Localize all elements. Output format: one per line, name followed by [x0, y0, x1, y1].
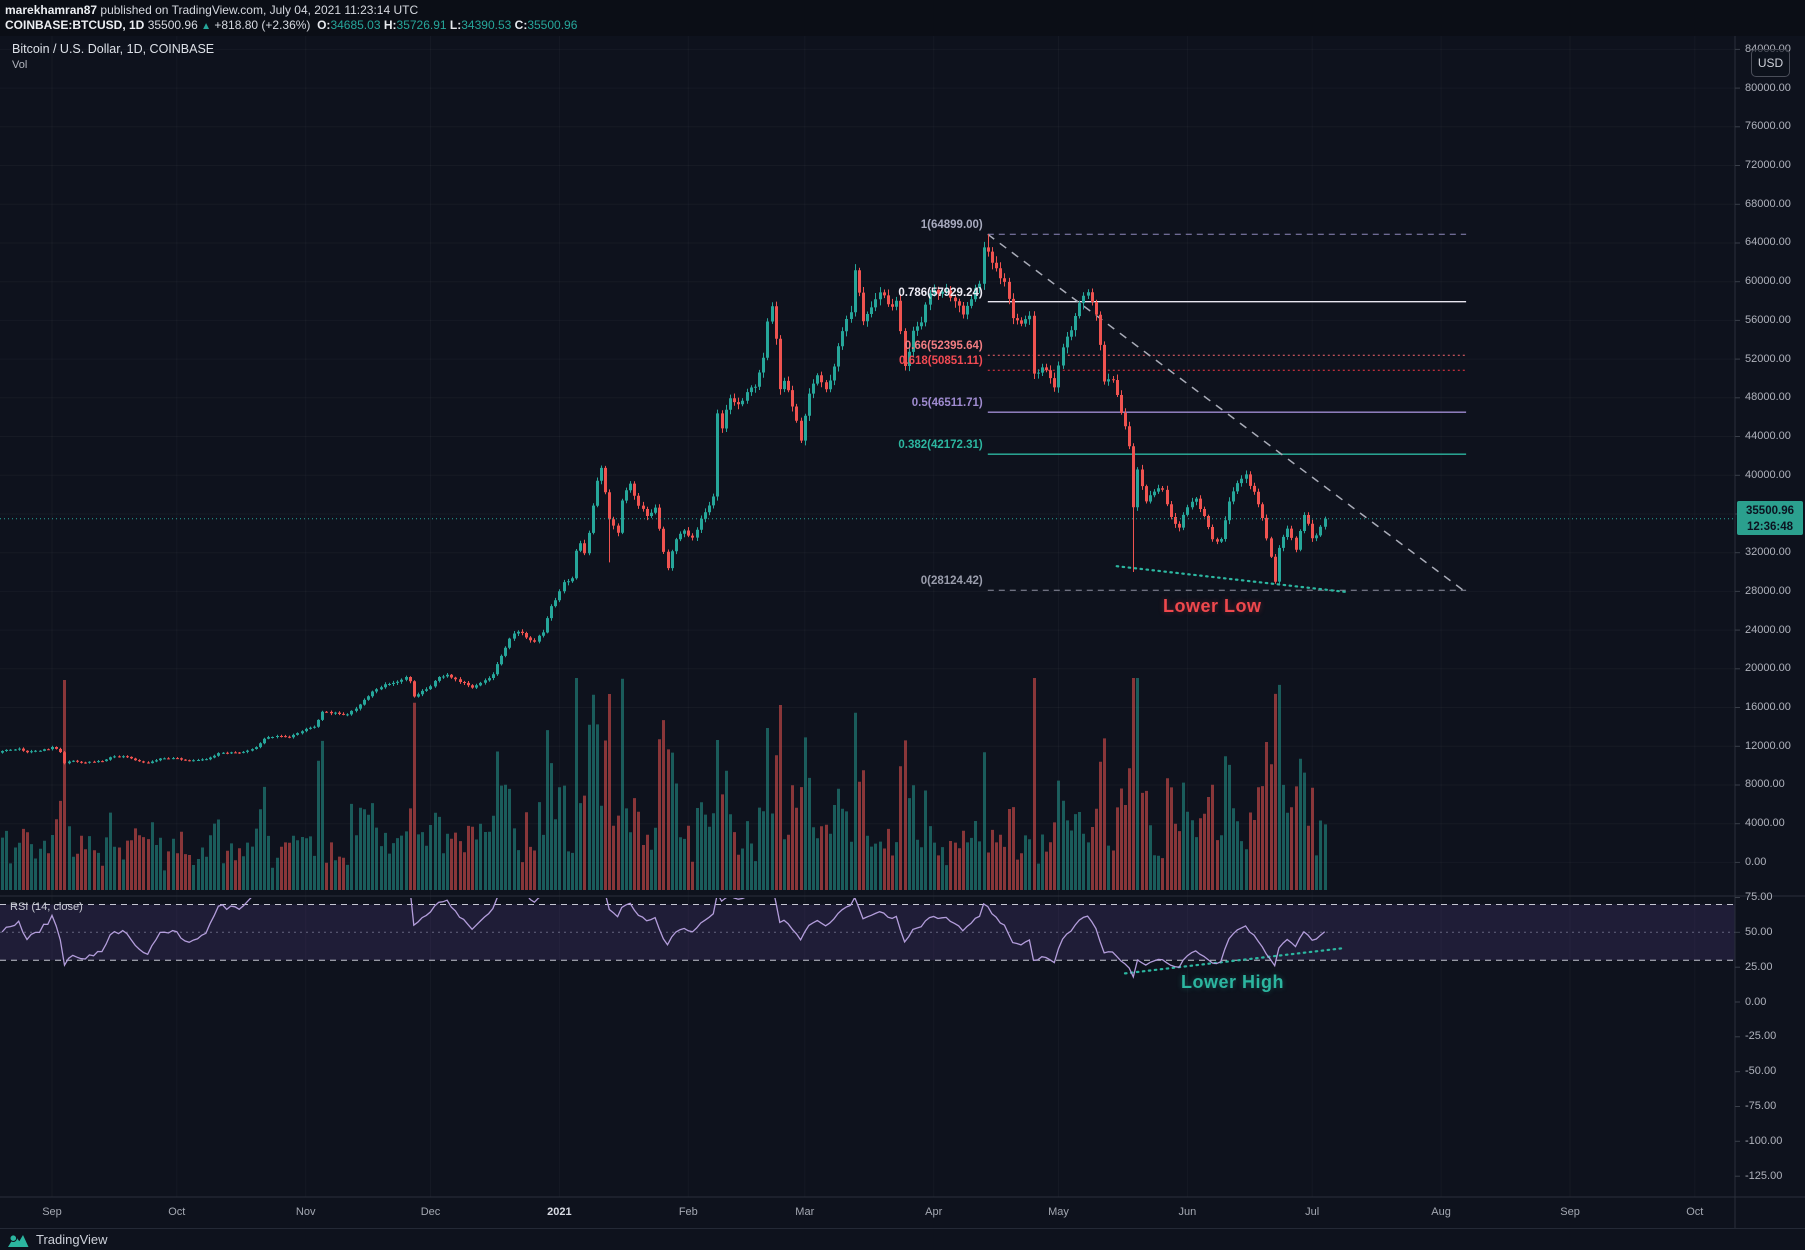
price-axis-tick: 48000.00	[1745, 391, 1791, 404]
price-axis-tick: 12000.00	[1745, 739, 1791, 752]
price-axis-tick: 60000.00	[1745, 275, 1791, 288]
last-price: 35500.96	[147, 18, 198, 32]
price-axis-tick: 16000.00	[1745, 701, 1791, 714]
rsi-axis-tick: 25.00	[1745, 960, 1773, 973]
symbol-name: COINBASE:BTCUSD, 1D	[5, 18, 145, 32]
time-axis-label: Jun	[1178, 1206, 1197, 1218]
low-value: 34390.53	[461, 18, 512, 32]
rsi-axis-tick: -125.00	[1745, 1169, 1783, 1182]
price-axis-tick: 56000.00	[1745, 313, 1791, 326]
rsi-axis-tick: 50.00	[1745, 925, 1773, 938]
price-axis-tick: 8000.00	[1745, 778, 1785, 791]
lower-low-annotation: Lower Low	[1163, 596, 1262, 616]
price-axis-tick: 28000.00	[1745, 584, 1791, 597]
footer-bar: TradingView	[0, 1228, 1805, 1250]
rsi-axis-tick: 0.00	[1745, 995, 1767, 1008]
tradingview-logo-icon[interactable]	[7, 1232, 29, 1248]
price-axis-tick: 20000.00	[1745, 662, 1791, 675]
time-axis-label: Aug	[1431, 1206, 1451, 1218]
time-axis-label: Dec	[420, 1206, 441, 1218]
price-axis-tick: 68000.00	[1745, 197, 1791, 210]
up-triangle-icon: ▲	[201, 21, 211, 32]
fib-level-label: 0.5(46511.71)	[911, 397, 983, 410]
close-label: C:	[514, 18, 528, 32]
rsi-line	[1, 898, 1326, 979]
price-axis-tick: 80000.00	[1745, 81, 1791, 94]
time-axis-label: 2021	[547, 1206, 572, 1218]
price-axis-tick: 52000.00	[1745, 352, 1791, 365]
volume-series	[1, 678, 1327, 890]
rsi-band	[0, 904, 1735, 961]
fib-level-label: 1(64899.00)	[920, 219, 983, 232]
price-change: +818.80 (+2.36%)	[214, 18, 311, 32]
rsi-axis-tick: -25.00	[1745, 1030, 1777, 1043]
fib-level-label: 0.382(42172.31)	[898, 439, 983, 452]
rsi-indicator-label[interactable]: RSI (14, close)	[10, 901, 83, 913]
fib-level-label: 0.66(52395.64)	[904, 340, 983, 353]
publish-header: marekhamran87 published on TradingView.c…	[0, 0, 1805, 36]
open-label: O:	[317, 18, 331, 32]
price-axis-tick: 76000.00	[1745, 120, 1791, 133]
time-axis-label: Oct	[1686, 1206, 1704, 1218]
time-axis-label: Jul	[1305, 1206, 1320, 1218]
price-axis-tick: 72000.00	[1745, 159, 1791, 172]
price-axis-tick: 0.00	[1745, 855, 1767, 868]
price-axis-tick: 64000.00	[1745, 236, 1791, 249]
bar-countdown: 12:36:48	[1746, 521, 1794, 533]
candlestick-series	[1, 234, 1327, 765]
high-label: H:	[383, 18, 397, 32]
fib-level-label: 0(28124.42)	[920, 575, 983, 588]
rsi-axis-tick: -75.00	[1745, 1099, 1777, 1112]
publish-text: published on TradingView.com, July 04, 2…	[97, 3, 419, 17]
symbol-summary: COINBASE:BTCUSD, 1D 35500.96 ▲ +818.80 (…	[5, 18, 577, 32]
time-axis-label: Oct	[168, 1206, 186, 1218]
time-axis-label: Sep	[42, 1206, 62, 1218]
publish-info: marekhamran87 published on TradingView.c…	[5, 3, 418, 17]
price-axis-tick: 40000.00	[1745, 468, 1791, 481]
rsi-axis-tick: -100.00	[1745, 1134, 1783, 1147]
time-axis-label: May	[1048, 1206, 1069, 1218]
chart-title: Bitcoin / U.S. Dollar, 1D, COINBASE	[12, 42, 215, 56]
price-axis-tick: 4000.00	[1745, 817, 1785, 830]
lower-high-annotation: Lower High	[1181, 972, 1284, 992]
high-value: 35726.91	[396, 18, 447, 32]
time-axis-label: Feb	[678, 1206, 698, 1218]
username-link[interactable]: marekhamran87	[5, 3, 98, 17]
time-axis-label: Apr	[925, 1206, 943, 1218]
time-axis-label: Nov	[295, 1206, 316, 1218]
price-axis-tick: 32000.00	[1745, 546, 1791, 559]
close-value: 35500.96	[527, 18, 578, 32]
time-axis-label: Sep	[1560, 1206, 1580, 1218]
fib-level-label: 0.618(50851.11)	[898, 355, 983, 368]
brand-name[interactable]: TradingView	[36, 1232, 108, 1247]
currency-toggle-button[interactable]: USD	[1751, 49, 1790, 77]
low-label: L:	[449, 18, 462, 32]
price-axis-tick: 24000.00	[1745, 623, 1791, 636]
rsi-axis-tick: -50.00	[1745, 1065, 1777, 1078]
rsi-axis-tick: 75.00	[1745, 891, 1773, 903]
open-value: 34685.03	[330, 18, 381, 32]
fib-level-label: 0.786(57929.24)	[898, 286, 983, 299]
time-axis-label: Mar	[795, 1206, 815, 1218]
last-price-badge: 35500.96 12:36:48	[1737, 501, 1803, 535]
volume-indicator-label[interactable]: Vol	[12, 59, 28, 71]
price-axis-tick: 44000.00	[1745, 430, 1791, 443]
last-price-value: 35500.96	[1746, 505, 1794, 517]
